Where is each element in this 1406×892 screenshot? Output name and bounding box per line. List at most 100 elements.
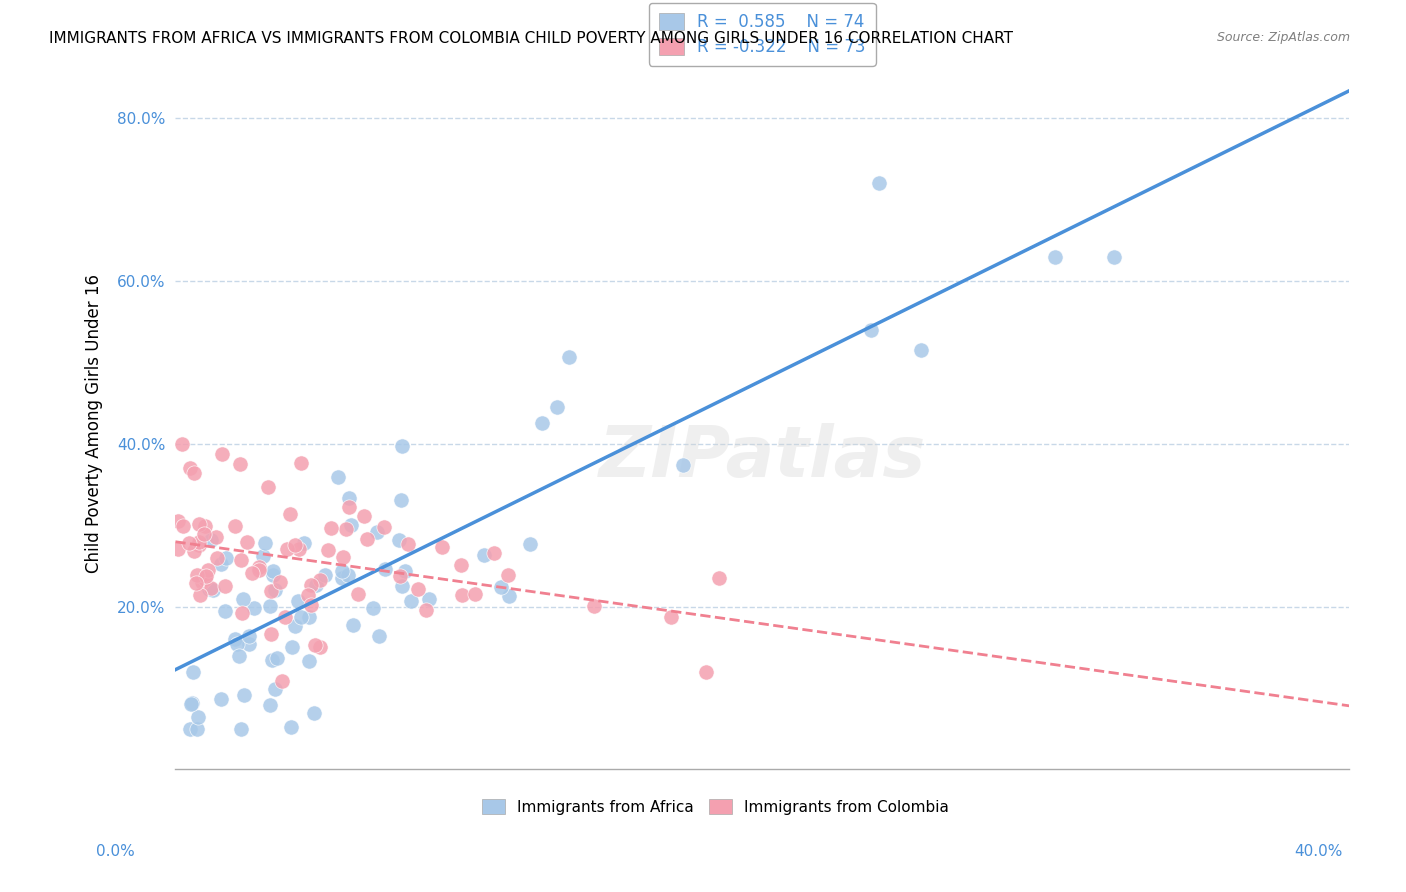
Point xyxy=(582,599,605,613)
Point xyxy=(659,609,682,624)
Point xyxy=(264,681,287,696)
Point xyxy=(389,493,412,508)
Point xyxy=(209,557,232,571)
Point xyxy=(247,560,270,574)
Point xyxy=(197,563,219,577)
Point xyxy=(309,640,332,654)
Point xyxy=(224,519,246,533)
Point xyxy=(531,417,554,431)
Point xyxy=(233,688,256,702)
Point xyxy=(869,176,891,190)
Point xyxy=(290,610,312,624)
Point xyxy=(284,538,307,552)
Point xyxy=(183,466,205,480)
Text: Source: ZipAtlas.com: Source: ZipAtlas.com xyxy=(1216,31,1350,45)
Point xyxy=(709,571,731,585)
Point xyxy=(451,588,474,602)
Point xyxy=(207,550,229,565)
Point xyxy=(287,594,309,608)
Point xyxy=(243,601,266,615)
Text: 40.0%: 40.0% xyxy=(1295,845,1343,859)
Point xyxy=(482,546,505,560)
Point xyxy=(188,589,211,603)
Point xyxy=(278,507,301,521)
Point xyxy=(179,461,201,475)
Point xyxy=(374,562,396,576)
Point xyxy=(186,567,208,582)
Point xyxy=(194,572,217,586)
Point xyxy=(366,524,388,539)
Point xyxy=(262,568,284,582)
Point xyxy=(326,470,349,484)
Point xyxy=(1045,250,1067,264)
Point xyxy=(194,569,217,583)
Point xyxy=(257,480,280,494)
Point xyxy=(198,582,221,596)
Point xyxy=(266,651,288,665)
Point xyxy=(305,578,328,592)
Point xyxy=(299,577,322,591)
Point xyxy=(181,665,204,679)
Point xyxy=(209,692,232,706)
Point xyxy=(238,629,260,643)
Point xyxy=(472,548,495,562)
Point xyxy=(273,610,295,624)
Point xyxy=(238,636,260,650)
Point xyxy=(332,564,354,578)
Point xyxy=(253,536,276,550)
Point xyxy=(330,571,353,585)
Y-axis label: Child Poverty Among Girls Under 16: Child Poverty Among Girls Under 16 xyxy=(86,274,103,573)
Point xyxy=(336,567,359,582)
Point xyxy=(260,583,283,598)
Point xyxy=(194,519,217,533)
Point xyxy=(211,447,233,461)
Point xyxy=(342,618,364,632)
Point xyxy=(297,589,319,603)
Point xyxy=(200,581,222,595)
Point xyxy=(308,573,330,587)
Point xyxy=(259,599,281,613)
Point xyxy=(672,458,695,473)
Point xyxy=(1102,250,1125,264)
Point xyxy=(288,541,311,556)
Point xyxy=(172,519,194,533)
Point xyxy=(167,514,190,528)
Point xyxy=(314,567,336,582)
Point xyxy=(546,400,568,414)
Point xyxy=(186,722,208,736)
Point xyxy=(190,574,212,589)
Point xyxy=(269,574,291,589)
Point xyxy=(399,594,422,608)
Point xyxy=(859,323,882,337)
Point xyxy=(294,536,316,550)
Point xyxy=(319,521,342,535)
Point xyxy=(214,604,236,618)
Point xyxy=(229,457,252,471)
Point xyxy=(262,565,284,579)
Point xyxy=(247,562,270,576)
Point xyxy=(356,532,378,546)
Point xyxy=(179,722,201,736)
Point xyxy=(225,637,247,651)
Point xyxy=(193,527,215,541)
Point xyxy=(432,541,454,555)
Point xyxy=(388,533,411,547)
Text: 0.0%: 0.0% xyxy=(96,845,135,859)
Point xyxy=(498,589,520,603)
Point xyxy=(200,533,222,547)
Point xyxy=(177,535,200,549)
Point xyxy=(231,722,253,736)
Point xyxy=(910,343,932,357)
Point xyxy=(280,720,302,734)
Point xyxy=(367,629,389,643)
Point xyxy=(391,579,413,593)
Point xyxy=(280,640,302,655)
Point xyxy=(271,673,294,688)
Point xyxy=(304,638,326,652)
Point xyxy=(298,654,321,668)
Point xyxy=(695,665,717,679)
Point xyxy=(337,500,360,515)
Point xyxy=(450,558,472,573)
Point xyxy=(373,519,395,533)
Point xyxy=(396,537,419,551)
